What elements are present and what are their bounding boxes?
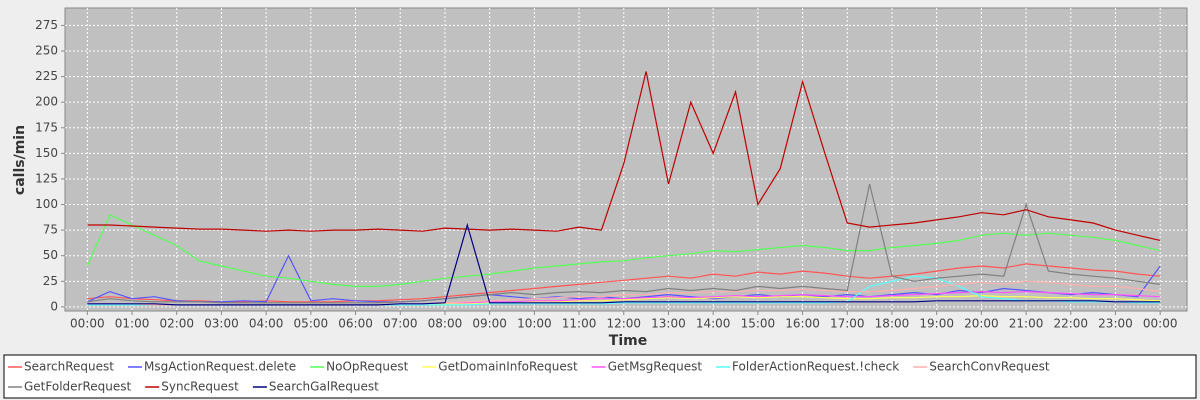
x-tick-label: 07:00 [383, 317, 418, 331]
x-tick-label: 04:00 [249, 317, 284, 331]
x-tick-label: 02:00 [159, 317, 194, 331]
legend-label: GetFolderRequest [24, 380, 132, 394]
series-line [87, 183, 1161, 304]
x-tick-label: 00:00 [70, 317, 105, 331]
y-tick-label: 225 [35, 69, 58, 83]
x-tick-label: 00:00 [1143, 317, 1178, 331]
y-tick-label: 250 [35, 43, 58, 57]
x-tick-label: 20:00 [964, 317, 999, 331]
x-tick-label: 01:00 [115, 317, 150, 331]
x-tick-label: 10:00 [517, 317, 552, 331]
legend-label: SearchGalRequest [269, 380, 379, 394]
x-tick-label: 05:00 [294, 317, 329, 331]
x-tick-label: 18:00 [875, 317, 910, 331]
series-line [87, 71, 1161, 241]
x-axis-title: Time [609, 333, 647, 349]
x-tick-label: 13:00 [651, 317, 686, 331]
legend-label: GetDomainInfoRequest [438, 360, 578, 374]
y-tick-label: 25 [43, 274, 58, 288]
x-tick-label: 11:00 [562, 317, 597, 331]
legend-label: SearchRequest [24, 360, 114, 374]
legend-label: SyncRequest [161, 380, 239, 394]
y-tick-label: 100 [35, 197, 58, 211]
legend-label: SearchConvRequest [929, 360, 1050, 374]
y-tick-label: 150 [35, 146, 58, 160]
y-axis-title: calls/min [12, 125, 28, 195]
y-tick-label: 275 [35, 18, 58, 32]
x-tick-label: 14:00 [696, 317, 731, 331]
y-tick-label: 200 [35, 95, 58, 109]
legend-label: GetMsgRequest [608, 360, 703, 374]
series-line [87, 222, 1161, 306]
x-tick-label: 12:00 [606, 317, 641, 331]
x-tick-label: 21:00 [1009, 317, 1044, 331]
y-tick-label: 50 [43, 248, 58, 262]
x-tick-label: 16:00 [785, 317, 820, 331]
x-tick-label: 22:00 [1053, 317, 1088, 331]
x-tick-label: 08:00 [428, 317, 463, 331]
y-tick-label: 175 [35, 120, 58, 134]
y-tick-label: 75 [43, 223, 58, 237]
x-tick-label: 19:00 [919, 317, 954, 331]
y-tick-label: 0 [50, 299, 58, 313]
legend-label: MsgActionRequest.delete [144, 360, 296, 374]
y-tick-label: 125 [35, 171, 58, 185]
x-tick-label: 06:00 [338, 317, 373, 331]
x-tick-label: 03:00 [204, 317, 239, 331]
legend-label: NoOpRequest [326, 360, 408, 374]
legend-label: FolderActionRequest.!check [732, 360, 899, 374]
x-tick-label: 17:00 [830, 317, 865, 331]
series-line [86, 214, 1161, 287]
x-tick-label: 23:00 [1098, 317, 1133, 331]
x-tick-label: 09:00 [472, 317, 507, 331]
legend [3, 354, 1197, 399]
x-tick-label: 15:00 [741, 317, 776, 331]
